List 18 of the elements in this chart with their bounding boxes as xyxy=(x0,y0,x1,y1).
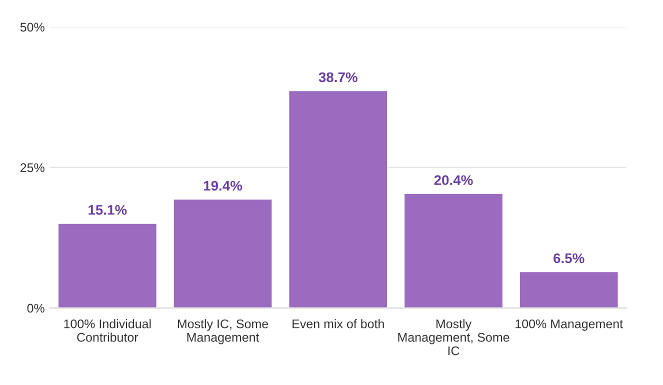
bar xyxy=(288,90,388,308)
data-label: 6.5% xyxy=(554,253,584,264)
x-tick-label: 100% Individual Contributor xyxy=(64,319,151,342)
y-tick-label: 25% xyxy=(20,163,44,172)
bar xyxy=(518,270,620,308)
x-tick-label: Even mix of both xyxy=(292,319,384,328)
data-label: 15.1% xyxy=(88,205,127,215)
bar xyxy=(57,222,158,308)
bar xyxy=(172,198,274,308)
data-label: 20.4% xyxy=(434,175,473,186)
data-label: 19.4% xyxy=(204,180,242,191)
y-tick-label: 0% xyxy=(27,304,44,313)
x-tick-label: Mostly IC, Some Management xyxy=(178,319,268,344)
bar xyxy=(403,192,504,308)
x-tick-label: 100% Management xyxy=(516,319,623,331)
x-tick-label: Mostly Management, Some IC xyxy=(398,319,510,356)
data-label: 38.7% xyxy=(318,72,358,82)
y-tick-label: 50% xyxy=(20,22,44,32)
